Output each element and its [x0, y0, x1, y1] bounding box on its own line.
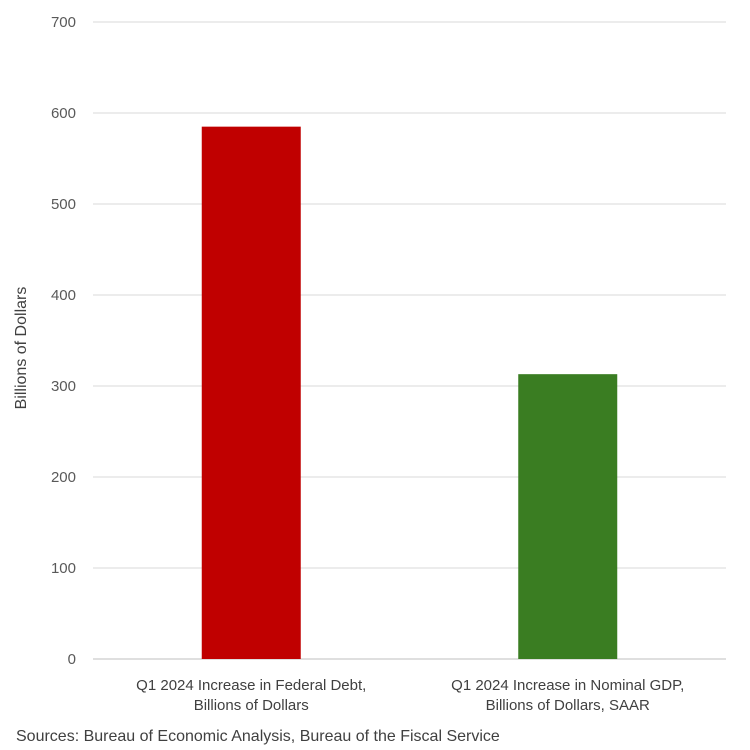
y-tick-label: 0 [68, 651, 76, 668]
y-tick-label: 100 [51, 560, 76, 577]
y-tick-label: 600 [51, 105, 76, 122]
x-category-label: Q1 2024 Increase in Nominal GDP, Billions… [451, 677, 684, 714]
y-tick-label: 700 [51, 14, 76, 31]
bar [201, 126, 301, 659]
y-axis-title: Billions of Dollars [13, 287, 30, 410]
y-tick-label: 500 [51, 196, 76, 213]
bar [518, 374, 618, 659]
gridlines [93, 21, 726, 660]
source-note: Sources: Bureau of Economic Analysis, Bu… [16, 728, 500, 745]
y-axis-ticks: 0 100 200 300 400 500 600 700 [51, 14, 76, 668]
y-tick-label: 400 [51, 287, 76, 304]
bars [201, 126, 618, 659]
y-tick-label: 300 [51, 378, 76, 395]
y-tick-label: 200 [51, 469, 76, 486]
x-axis-categories: Q1 2024 Increase in Federal Debt, Billion… [136, 677, 684, 714]
x-category-label: Q1 2024 Increase in Federal Debt, Billion… [136, 677, 366, 714]
